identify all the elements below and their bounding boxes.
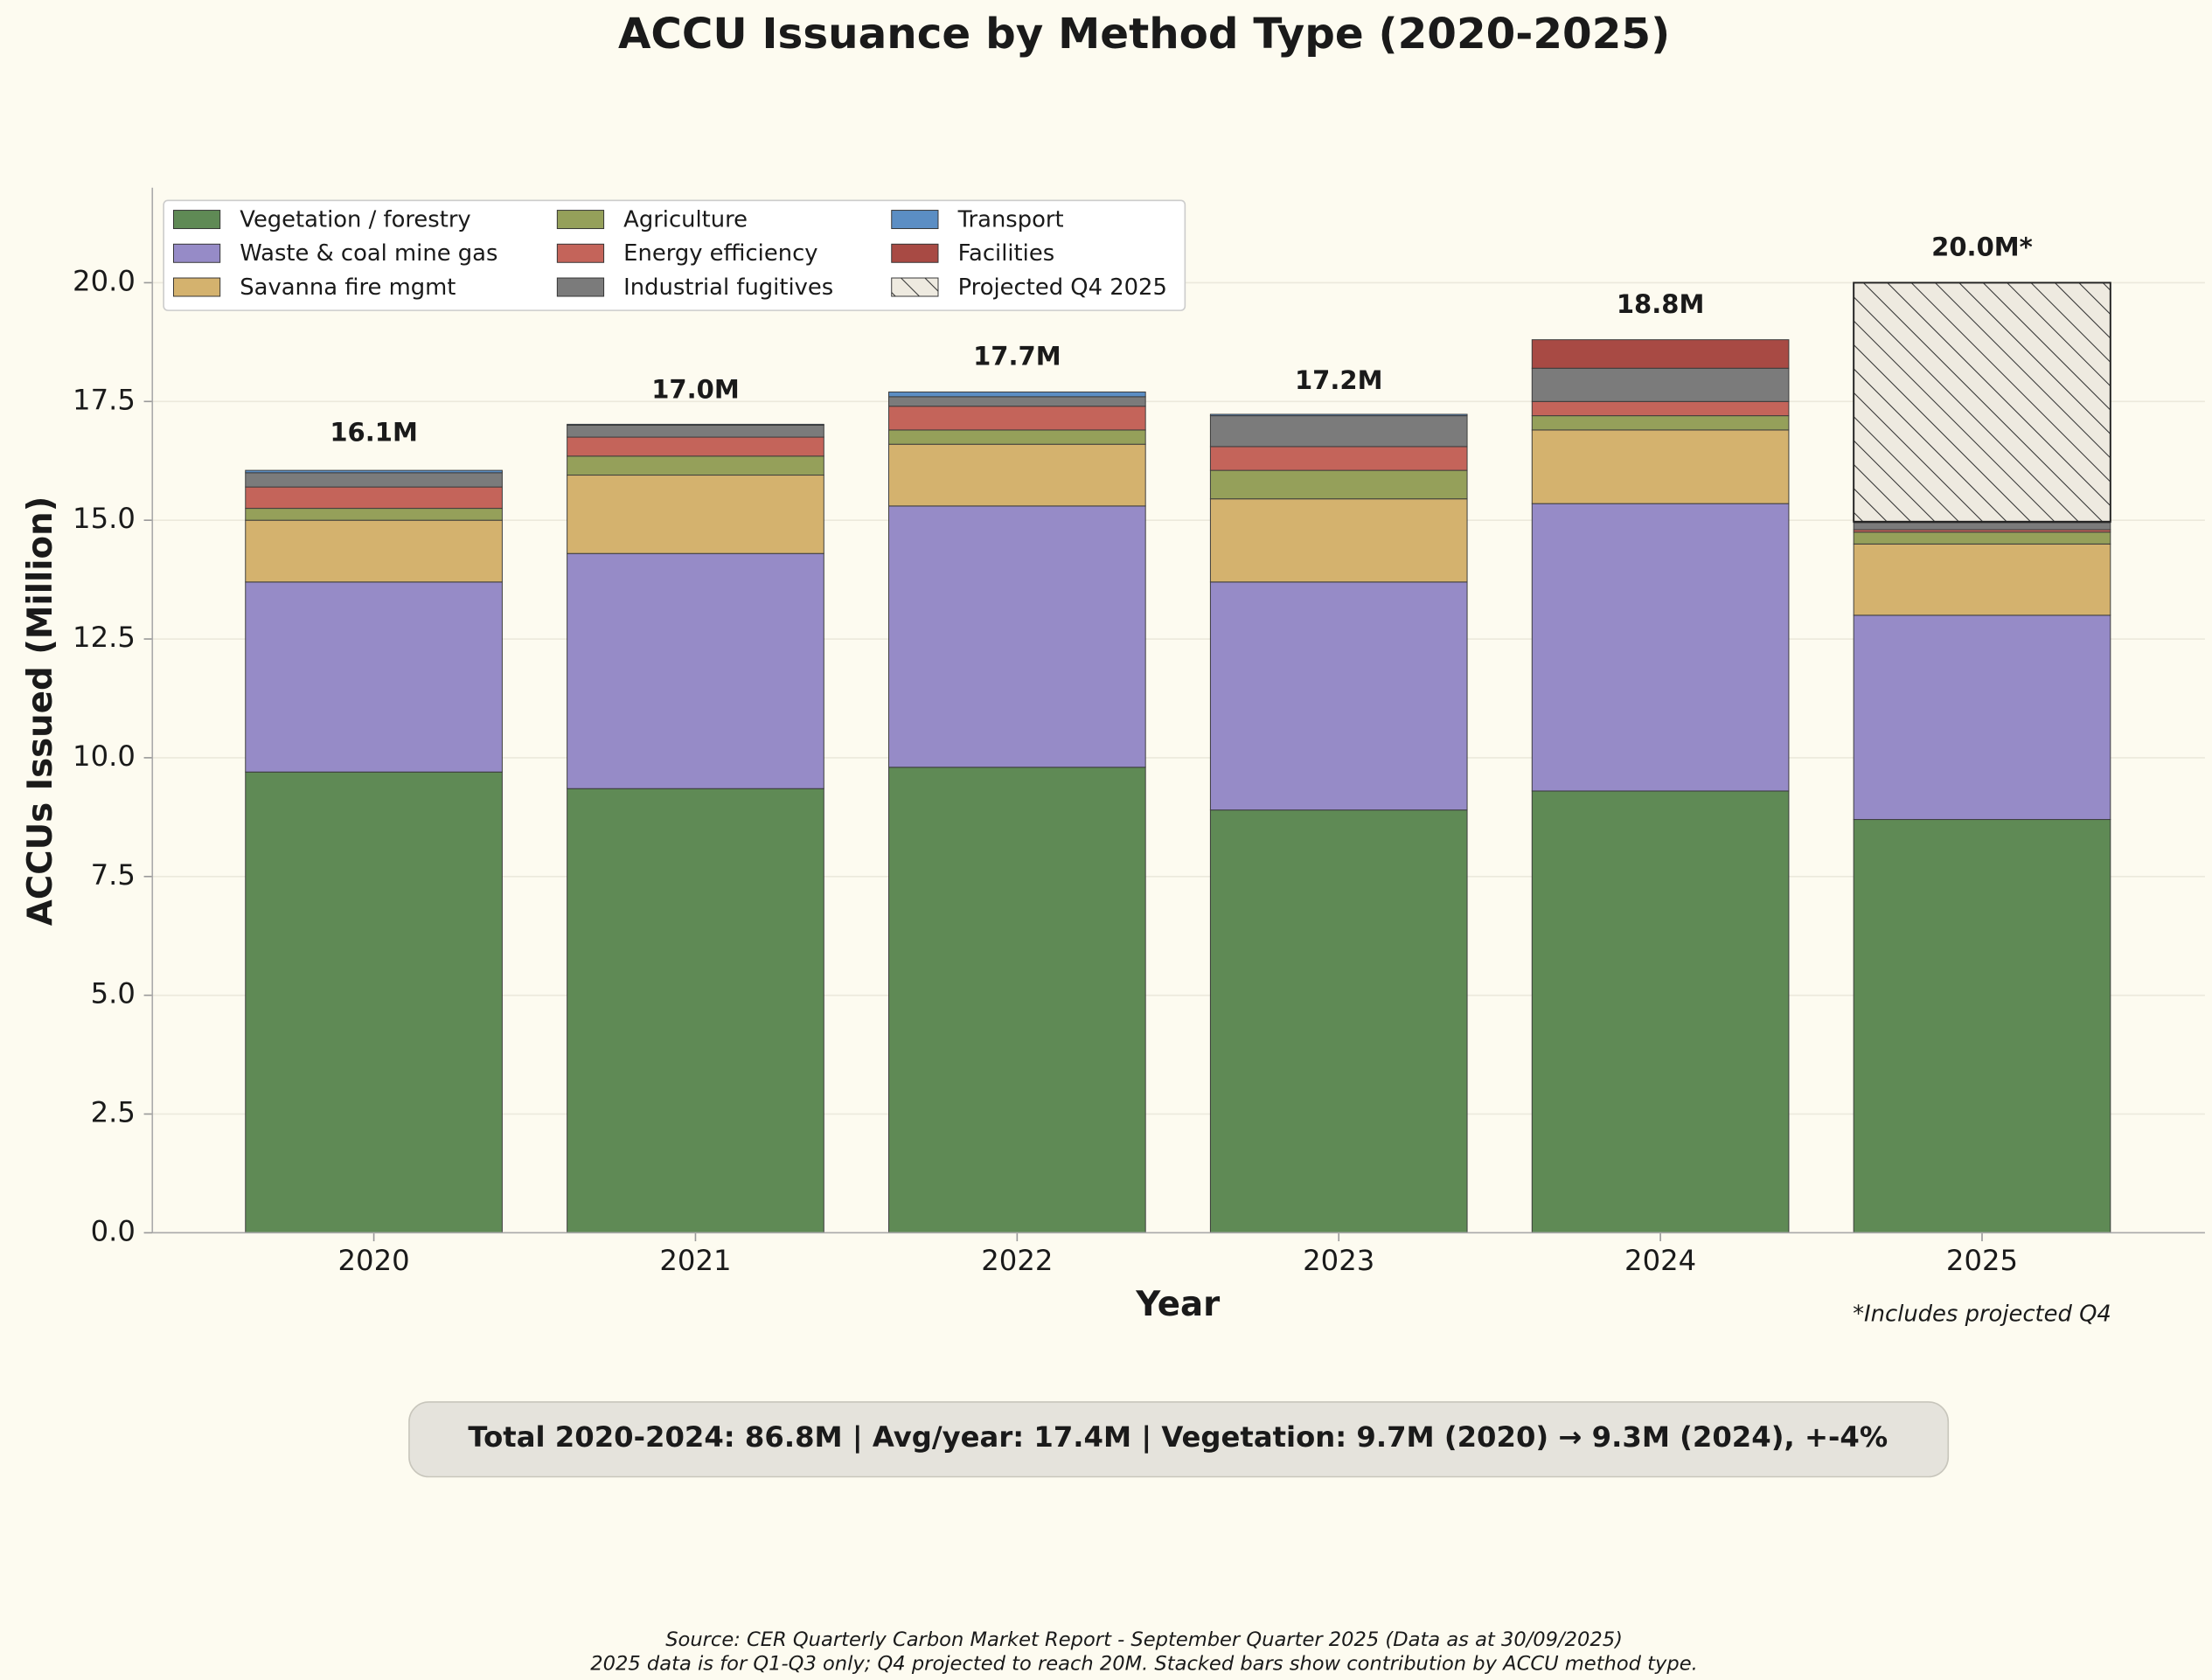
legend-label: Vegetation / forestry xyxy=(240,206,470,233)
legend-label: Agriculture xyxy=(623,206,748,233)
x-tick-label: 2023 xyxy=(1303,1244,1374,1277)
y-tick-label: 15.0 xyxy=(73,502,136,535)
total-label: 17.0M xyxy=(651,375,740,405)
bar-segment xyxy=(1531,429,1790,504)
legend-swatch xyxy=(556,210,605,230)
legend-label: Projected Q4 2025 xyxy=(958,274,1167,301)
bar-segment xyxy=(1853,614,2111,821)
bar-segment xyxy=(567,455,824,476)
bar-segment xyxy=(1209,809,1468,1233)
footnote: *Includes projected Q4 xyxy=(1853,1301,2111,1327)
y-tick-label: 10.0 xyxy=(73,739,136,773)
legend-label: Facilities xyxy=(958,240,1055,267)
bar-segment xyxy=(888,429,1146,445)
bar-segment xyxy=(888,505,1146,768)
bar-segment xyxy=(245,508,503,521)
total-label: 18.8M xyxy=(1617,289,1705,319)
bar-segment xyxy=(888,406,1146,431)
bar-segment xyxy=(1531,400,1790,417)
x-tick-label: 2022 xyxy=(981,1244,1053,1277)
legend-swatch xyxy=(556,277,605,297)
bar-segment xyxy=(245,771,503,1233)
legend-swatch xyxy=(556,243,605,263)
bar-segment xyxy=(567,552,824,789)
legend-swatch xyxy=(172,277,221,297)
bar-segment xyxy=(1531,503,1790,792)
y-tick-label: 0.0 xyxy=(91,1214,136,1247)
summary-text: Total 2020-2024: 86.8M | Avg/year: 17.4M… xyxy=(468,1420,1888,1454)
legend-label: Energy efficiency xyxy=(623,240,817,267)
y-tick-label: 5.0 xyxy=(91,977,136,1010)
x-tick-label: 2025 xyxy=(1946,1244,2018,1277)
bar-segment xyxy=(888,767,1146,1233)
y-tick-label: 12.5 xyxy=(73,621,136,654)
total-label: 20.0M* xyxy=(1931,233,2033,262)
bar-segment xyxy=(245,581,503,773)
bar-segment xyxy=(1209,469,1468,500)
bar-segment xyxy=(567,436,824,457)
y-tick-label: 7.5 xyxy=(91,858,136,892)
bar-segment xyxy=(888,396,1146,407)
bar-segment xyxy=(1209,415,1468,448)
bar-segment xyxy=(567,423,824,426)
bar-segment xyxy=(1209,413,1468,417)
bar-segment xyxy=(567,475,824,554)
total-label: 16.1M xyxy=(330,418,418,448)
x-axis-label: Year xyxy=(1135,1285,1220,1324)
bar-segment xyxy=(245,472,503,488)
bar-segment xyxy=(1531,790,1790,1233)
summary-box xyxy=(408,1401,1950,1478)
bar-segment xyxy=(888,443,1146,507)
bar-segment xyxy=(1853,543,2111,616)
bar-segment xyxy=(245,486,503,510)
legend-swatch xyxy=(891,210,939,230)
bar-segment xyxy=(1853,522,2111,531)
legend-swatch xyxy=(172,210,221,230)
legend-swatch xyxy=(172,243,221,263)
total-label: 17.7M xyxy=(973,342,1061,371)
bar-segment xyxy=(1531,339,1790,369)
x-tick-label: 2021 xyxy=(659,1244,731,1277)
bar-segment xyxy=(567,424,824,438)
bar-segment xyxy=(1531,367,1790,402)
legend-label: Waste & coal mine gas xyxy=(240,240,497,267)
bar-segment xyxy=(1209,446,1468,471)
bar-segment xyxy=(567,788,824,1233)
bar-segment xyxy=(1209,498,1468,583)
bar-segment xyxy=(245,469,503,474)
x-tick-label: 2020 xyxy=(338,1244,410,1277)
y-tick-label: 17.5 xyxy=(73,383,136,416)
source-line: Source: CER Quarterly Carbon Market Repo… xyxy=(665,1628,1623,1651)
bar-segment xyxy=(1853,531,2111,545)
legend-label: Savanna fire mgmt xyxy=(240,274,456,301)
bar-segment xyxy=(1853,281,2111,523)
bar-segment xyxy=(1853,819,2111,1233)
x-tick-label: 2024 xyxy=(1624,1244,1696,1277)
y-tick-label: 2.5 xyxy=(91,1095,136,1128)
source-line: 2025 data is for Q1-Q3 only; Q4 projecte… xyxy=(590,1653,1698,1676)
total-label: 17.2M xyxy=(1295,365,1383,395)
bar-segment xyxy=(1209,581,1468,811)
bar-segment xyxy=(888,391,1146,398)
bar-segment xyxy=(245,519,503,583)
chart-title: ACCU Issuance by Method Type (2020-2025) xyxy=(618,10,1670,59)
legend-swatch xyxy=(891,243,939,263)
legend-swatch xyxy=(891,277,939,297)
legend-label: Industrial fugitives xyxy=(623,274,833,301)
legend-label: Transport xyxy=(957,206,1064,233)
bar-segment xyxy=(1531,415,1790,431)
y-axis-label: ACCUs Issued (Million) xyxy=(21,496,60,926)
y-tick-label: 20.0 xyxy=(73,264,136,297)
